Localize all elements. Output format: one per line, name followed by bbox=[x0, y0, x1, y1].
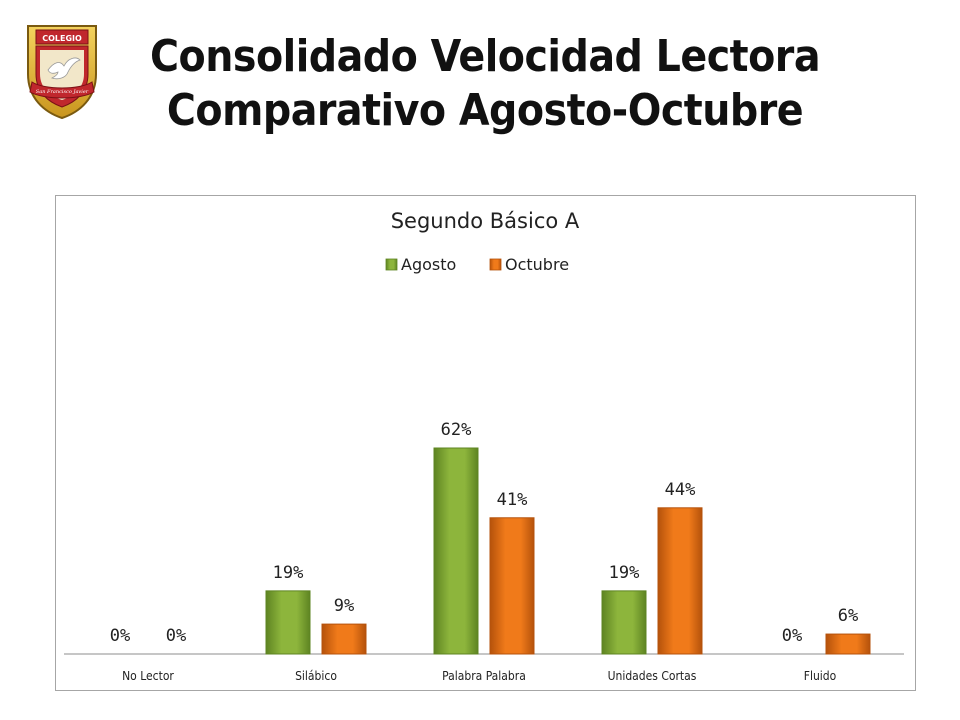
bar-octubre bbox=[657, 507, 703, 655]
logo-text: COLEGIO bbox=[42, 34, 82, 43]
bar-agosto bbox=[433, 447, 479, 655]
data-label: 0% bbox=[782, 626, 802, 646]
legend-label: Octubre bbox=[505, 255, 569, 274]
data-label: 19% bbox=[273, 563, 304, 583]
legend-label: Agosto bbox=[401, 255, 456, 274]
bar-octubre bbox=[489, 517, 535, 655]
chart-title: Segundo Básico A bbox=[391, 209, 580, 233]
data-label: 6% bbox=[838, 606, 858, 626]
page-title: Consolidado Velocidad Lectora Comparativ… bbox=[110, 30, 860, 138]
x-tick-label: Fluido bbox=[804, 669, 837, 683]
x-tick-label: Silábico bbox=[295, 669, 337, 683]
chart-canvas: Segundo Básico A Agosto Octubre No Lector 0%… bbox=[64, 209, 904, 683]
legend-swatch bbox=[385, 258, 398, 271]
data-label: 62% bbox=[441, 420, 472, 440]
data-label: 9% bbox=[334, 596, 354, 616]
x-tick-label: Palabra Palabra bbox=[442, 669, 526, 683]
data-label: 44% bbox=[665, 480, 696, 500]
bar-agosto bbox=[601, 590, 647, 655]
data-label: 41% bbox=[497, 490, 528, 510]
bar-octubre bbox=[321, 623, 367, 655]
bar-octubre bbox=[825, 633, 871, 655]
legend-swatch bbox=[489, 258, 502, 271]
bar-chart: Segundo Básico A Agosto Octubre No Lector 0%… bbox=[55, 195, 916, 691]
data-label: 19% bbox=[609, 563, 640, 583]
page-title-line1: Consolidado Velocidad Lectora bbox=[149, 31, 821, 82]
logo-motto: San Francisco Javier bbox=[36, 89, 89, 95]
data-label: 0% bbox=[166, 626, 186, 646]
data-label: 0% bbox=[110, 626, 130, 646]
x-tick-label: Unidades Cortas bbox=[608, 669, 697, 683]
crest-icon: COLEGIO San Francisco Javier bbox=[27, 25, 97, 120]
school-logo: COLEGIO San Francisco Javier bbox=[22, 22, 102, 120]
page-title-line2: Comparativo Agosto-Octubre bbox=[166, 85, 804, 136]
x-tick-label: No Lector bbox=[122, 669, 174, 683]
bar-agosto bbox=[265, 590, 311, 655]
